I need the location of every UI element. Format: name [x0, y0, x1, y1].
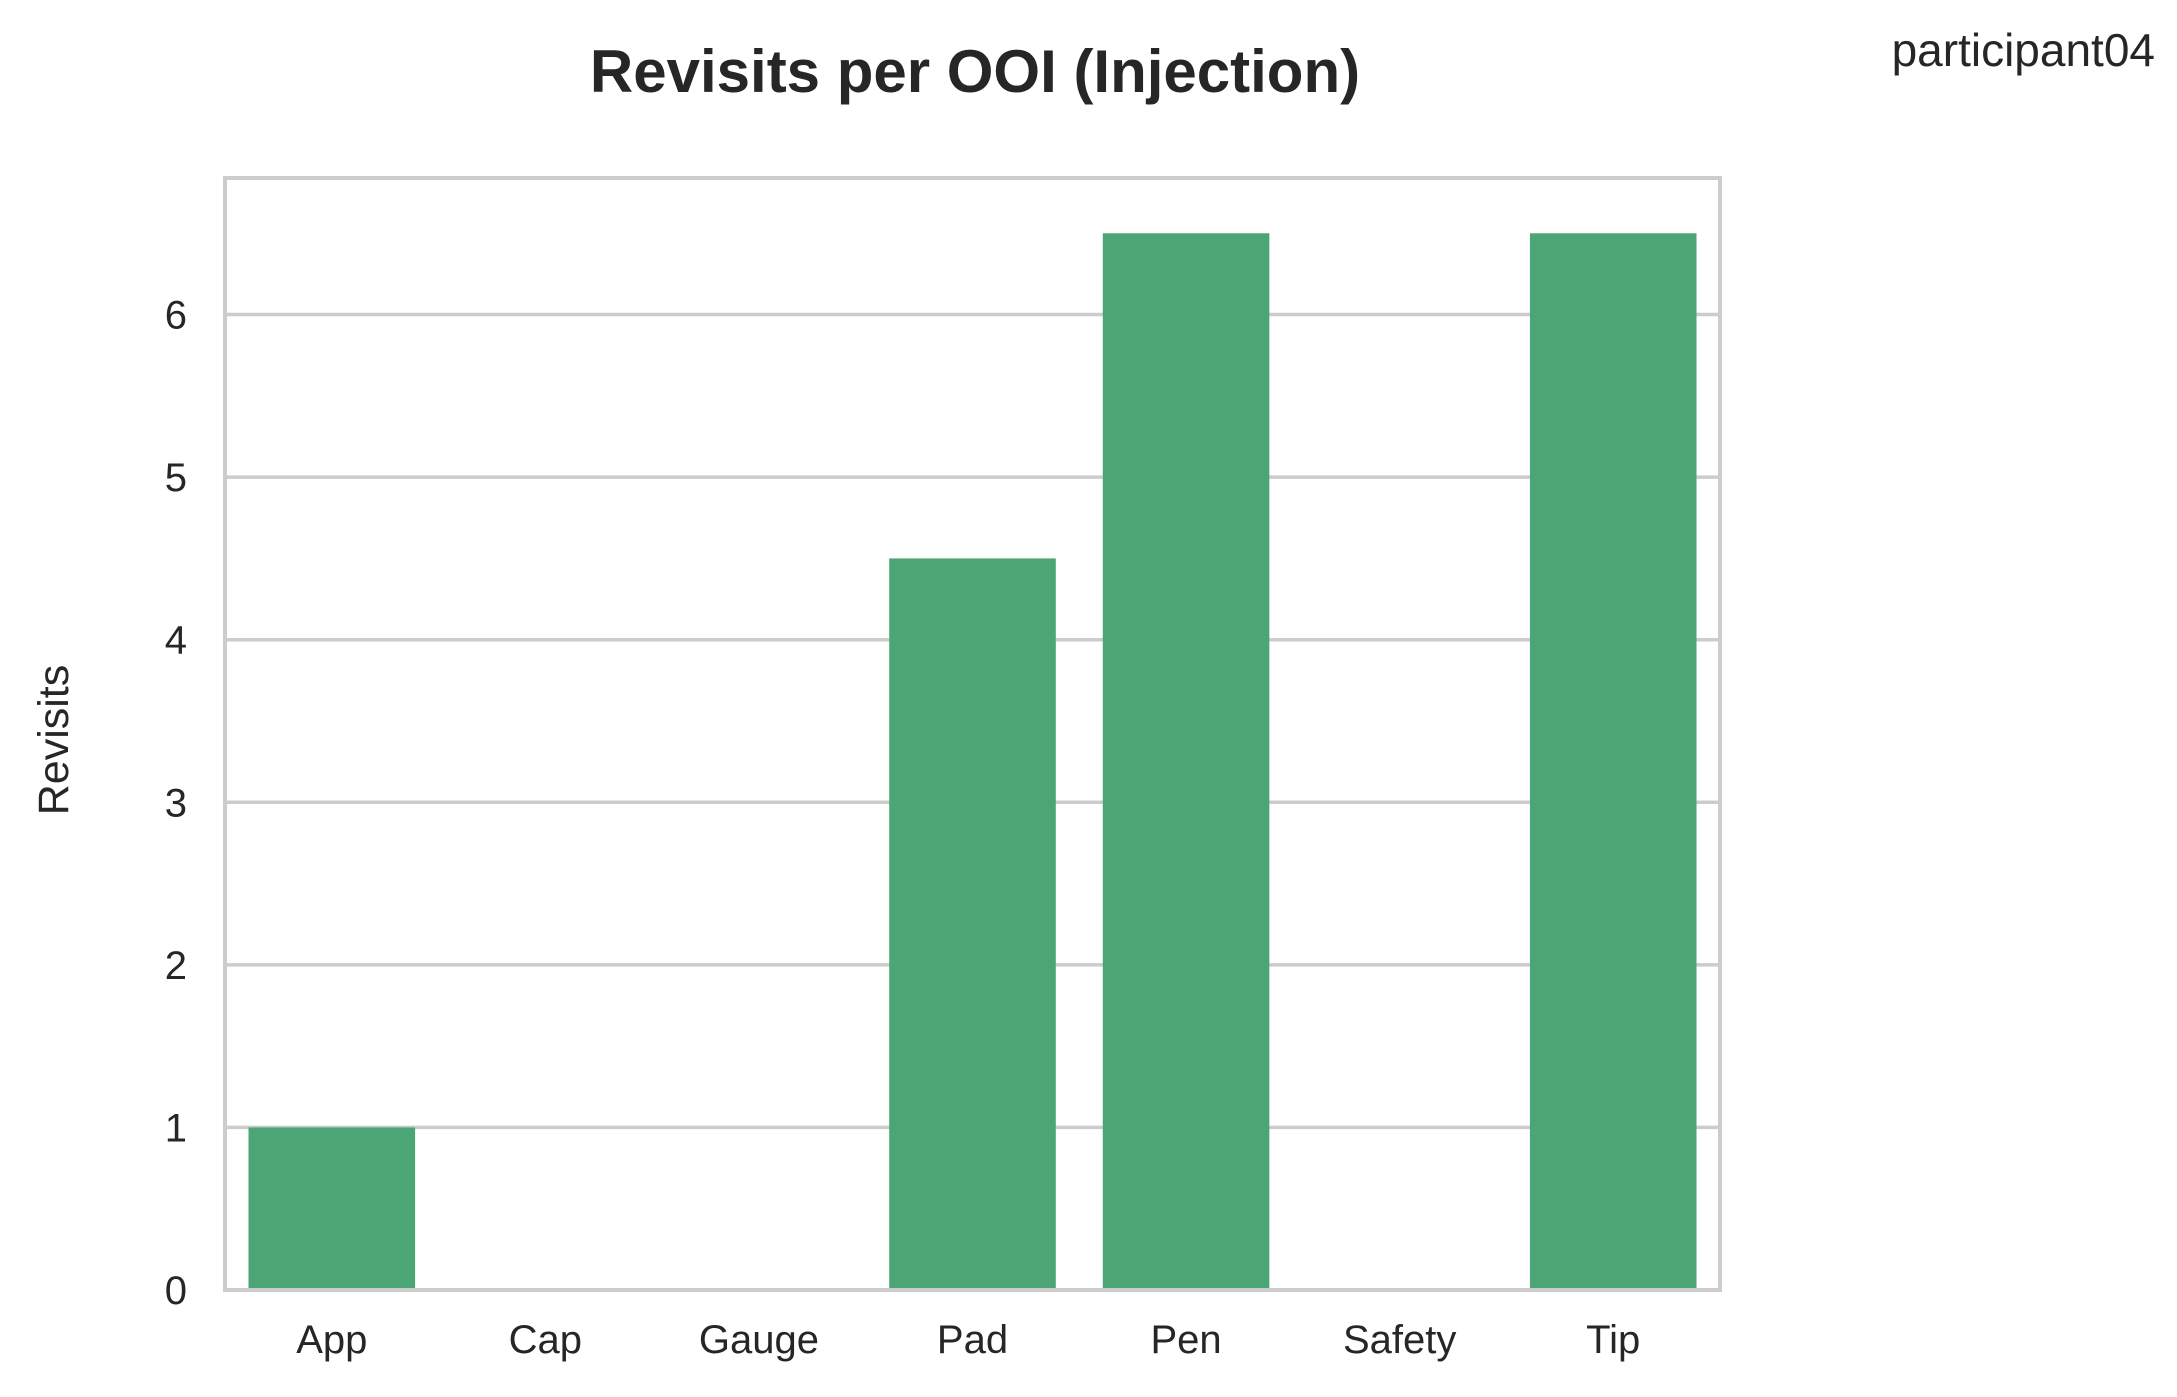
x-tick-label: Safety	[1343, 1318, 1456, 1362]
x-tick-label: Pen	[1150, 1318, 1221, 1362]
bars	[248, 233, 1697, 1290]
plot-frame	[223, 176, 1722, 1292]
bar-pen	[1102, 233, 1270, 1290]
x-tick-label: Cap	[509, 1318, 582, 1362]
y-axis-label: Revisits	[30, 665, 78, 816]
y-tick-label: 5	[165, 456, 187, 500]
chart-title: Revisits per OOI (Injection)	[590, 38, 1360, 105]
y-tick-labels: 0 1 2 3 4 5 6	[165, 294, 187, 1313]
x-tick-label: App	[296, 1318, 367, 1362]
y-tick-label: 1	[165, 1106, 187, 1150]
x-tick-label: Gauge	[699, 1318, 819, 1362]
bar-tip	[1529, 233, 1697, 1290]
y-tick-label: 0	[165, 1269, 187, 1313]
bar-pad	[889, 558, 1056, 1290]
x-tick-label: Pad	[937, 1318, 1008, 1362]
x-tick-label: Tip	[1586, 1318, 1640, 1362]
y-tick-label: 2	[165, 944, 187, 988]
participant-label: participant04	[1892, 24, 2155, 76]
x-tick-labels: App Cap Gauge Pad Pen Safety Tip	[296, 1318, 1640, 1362]
y-tick-label: 6	[165, 294, 187, 338]
y-tick-label: 3	[165, 781, 187, 825]
y-tick-label: 4	[165, 619, 187, 663]
bar-app	[248, 1127, 416, 1290]
